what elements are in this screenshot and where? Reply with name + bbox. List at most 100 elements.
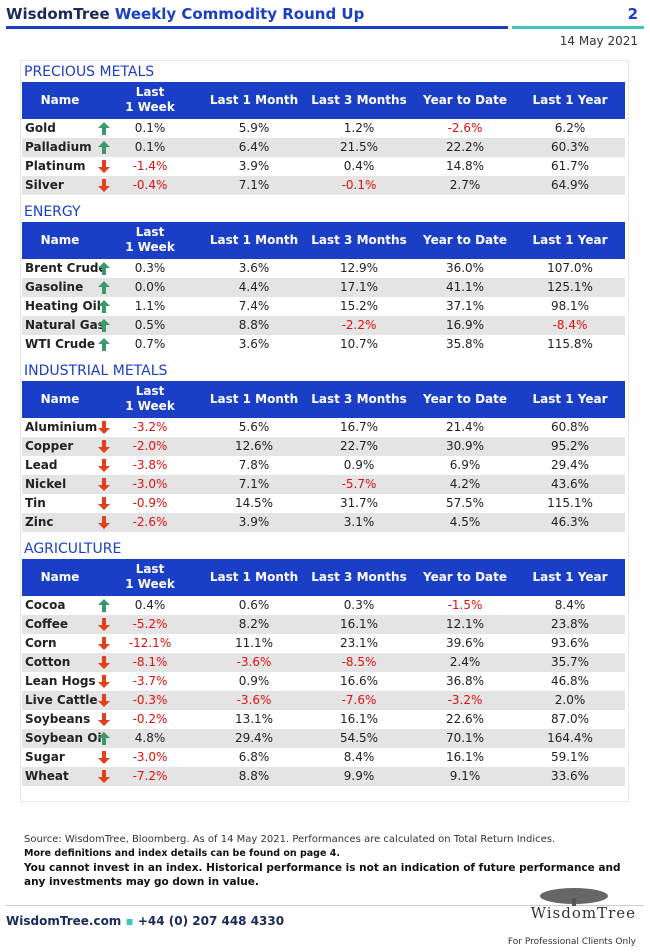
arrow-down — [98, 497, 110, 510]
cell: 115.8% — [547, 337, 593, 351]
cell: 37.1% — [445, 299, 485, 313]
table-row: Silver -0.4% 7.1% -0.1% 2.7% 64.9% — [22, 176, 625, 195]
cell: 6.4% — [238, 140, 270, 154]
cell: 0.1% — [134, 121, 166, 135]
cell: -3.0% — [132, 477, 168, 491]
column-header: Last 1 Year — [532, 93, 608, 107]
commodity-name: Gold — [25, 121, 56, 135]
cell: 29.4% — [234, 731, 274, 745]
cell: 3.9% — [238, 515, 270, 529]
commodity-name: Lead — [25, 458, 58, 472]
cell: 2.0% — [554, 693, 586, 707]
arrow-down — [98, 160, 110, 173]
section-title: AGRICULTURE — [24, 541, 122, 557]
cell: 4.8% — [134, 731, 166, 745]
table-row: Platinum -1.4% 3.9% 0.4% 14.8% 61.7% — [22, 157, 625, 176]
cell: 2.4% — [449, 655, 481, 669]
cell: 87.0% — [550, 712, 590, 726]
cell: 46.3% — [550, 515, 590, 529]
cell: 3.6% — [238, 337, 270, 351]
cell: 16.1% — [445, 750, 485, 764]
commodity-name: Soybean Oil — [25, 731, 106, 745]
frame — [20, 60, 629, 802]
cell: 23.1% — [339, 636, 379, 650]
cell: 4.4% — [238, 280, 270, 294]
commodity-name: Palladium — [25, 140, 92, 154]
column-header: Last 1 Week — [125, 384, 175, 413]
cell: 64.9% — [550, 178, 590, 192]
commodity-name: Heating Oil — [25, 299, 101, 313]
column-header: Year to Date — [422, 570, 507, 584]
table-row: Aluminium -3.2% 5.6% 16.7% 21.4% 60.8% — [22, 418, 625, 437]
cell: 0.4% — [134, 598, 166, 612]
cell: 7.8% — [238, 458, 270, 472]
arrow-down — [98, 770, 110, 783]
cell: 3.9% — [238, 159, 270, 173]
cell: 11.1% — [234, 636, 274, 650]
cell: 5.6% — [238, 420, 270, 434]
cell: 10.7% — [339, 337, 379, 351]
cell: 12.9% — [339, 261, 379, 275]
table-header: Name Last 1 Week Last 1 Month Last 3 Months… — [22, 222, 625, 259]
cell: 9.9% — [343, 769, 375, 783]
commodity-name: Aluminium — [25, 420, 98, 434]
cell: 16.1% — [339, 712, 379, 726]
cell: -0.3% — [132, 693, 168, 707]
column-header: Last 1 Month — [209, 233, 299, 247]
column-header: Last 3 Months — [311, 93, 407, 107]
report-title: Weekly Commodity Round Up — [114, 5, 365, 23]
arrow-up — [98, 732, 110, 745]
cell: -3.8% — [132, 458, 168, 472]
cell: 115.1% — [547, 496, 593, 510]
arrow-down — [98, 675, 110, 688]
commodity-name: Silver — [25, 178, 64, 192]
column-header: Year to Date — [422, 93, 507, 107]
cell: 0.0% — [134, 280, 166, 294]
cell: 1.1% — [134, 299, 166, 313]
commodity-name: Cocoa — [25, 598, 66, 612]
column-header: Name — [40, 570, 80, 584]
column-header: Last 1 Month — [209, 93, 299, 107]
cell: 7.1% — [238, 178, 270, 192]
cell: 16.9% — [445, 318, 485, 332]
table-row: Gold 0.1% 5.9% 1.2% -2.6% 6.2% — [22, 119, 625, 138]
arrow-up — [98, 122, 110, 135]
column-header: Year to Date — [422, 233, 507, 247]
cell: 12.6% — [234, 439, 274, 453]
logo: WisdomTree — [530, 904, 636, 922]
cell: 21.4% — [445, 420, 485, 434]
cell: 22.6% — [445, 712, 485, 726]
cell: 14.8% — [445, 159, 485, 173]
table-row: Natural Gas 0.5% 8.8% -2.2% 16.9% -8.4% — [22, 316, 625, 335]
cell: 17.1% — [339, 280, 379, 294]
column-header: Last 1 Year — [532, 392, 608, 406]
table-row: WTI Crude 0.7% 3.6% 10.7% 35.8% 115.8% — [22, 335, 625, 354]
cell: -3.0% — [132, 750, 168, 764]
cell: 60.8% — [550, 420, 590, 434]
cell: 6.2% — [554, 121, 586, 135]
cell: 0.4% — [343, 159, 375, 173]
brand: WisdomTree — [6, 5, 110, 23]
rule — [6, 26, 508, 29]
section-title: INDUSTRIAL METALS — [24, 363, 168, 379]
source: Source: WisdomTree, Bloomberg. As of 14 … — [24, 834, 556, 845]
cell: 29.4% — [550, 458, 590, 472]
arrow-down — [98, 656, 110, 669]
column-header: Last 1 Week — [125, 85, 175, 114]
cell: 36.0% — [445, 261, 485, 275]
arrow-down — [98, 179, 110, 192]
cell: -12.1% — [128, 636, 172, 650]
cell: 31.7% — [339, 496, 379, 510]
cell: -2.2% — [341, 318, 377, 332]
cell: 0.9% — [238, 674, 270, 688]
table-row: Wheat -7.2% 8.8% 9.9% 9.1% 33.6% — [22, 767, 625, 786]
cell: 35.7% — [550, 655, 590, 669]
date: 14 May 2021 — [559, 34, 638, 48]
contact: WisdomTree.com ▪ +44 (0) 207 448 4330 — [6, 914, 285, 928]
arrow-up — [98, 141, 110, 154]
header-title: WisdomTree Weekly Commodity Round Up — [6, 5, 364, 23]
cell: 0.5% — [134, 318, 166, 332]
rule-accent — [512, 26, 644, 29]
cell: 61.7% — [550, 159, 590, 173]
column-header: Last 3 Months — [311, 570, 407, 584]
